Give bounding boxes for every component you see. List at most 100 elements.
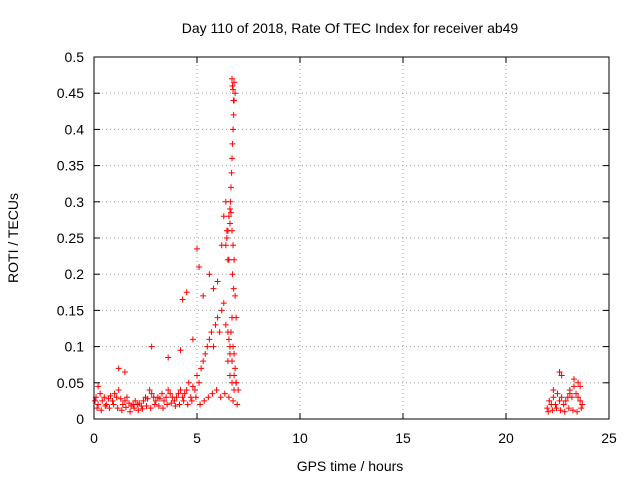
data-point [184,401,191,408]
data-point [189,383,196,390]
axis-ticks: 0 5 10 15 20 25 0 0.05 0.1 0.15 0.2 0.25 0.3 0.35 0.4 0… [57,49,617,446]
data-point [208,329,215,336]
data-point [161,397,168,404]
data-point [164,401,171,408]
data-point [230,126,237,133]
data-point [197,401,204,408]
data-point [132,397,139,404]
data-point [227,329,234,336]
data-point [549,407,556,414]
data-point [227,209,234,216]
data-point [180,397,187,404]
data-point [566,390,573,397]
data-point [158,390,165,397]
data-point [231,256,238,263]
data-point [121,397,128,404]
data-point [561,408,568,415]
data-point [210,343,217,350]
data-point [229,155,236,162]
data-point [110,401,117,408]
data-point [230,97,237,104]
data-point [222,242,229,249]
data-point [214,278,221,285]
y-tick-label: 0.35 [57,158,84,174]
data-point [115,387,122,394]
data-point [187,394,194,401]
data-point [568,394,575,401]
data-point [109,397,116,404]
data-point [577,397,584,404]
data-point [206,271,213,278]
data-point [550,387,557,394]
data-point [148,343,155,350]
data-point [163,394,170,401]
data-point [217,394,224,401]
data-point [230,86,237,93]
y-tick-label: 0.4 [65,121,85,137]
x-axis-title: GPS time / hours [297,458,404,474]
data-point [230,242,237,249]
data-point [194,372,200,379]
data-point [115,365,122,372]
y-tick-label: 0.15 [57,302,84,318]
data-point [577,383,584,390]
data-point [183,289,190,296]
data-point [558,372,565,379]
data-point [234,401,241,408]
data-point [177,347,184,354]
data-point [196,263,203,270]
data-point [200,358,207,365]
data-point [94,405,101,412]
y-axis-title: ROTI / TECUs [5,193,21,283]
data-point [160,405,167,412]
data-point [107,392,114,399]
data-point [155,402,162,409]
data-point [114,405,121,412]
data-point [173,394,180,401]
data-point [569,407,576,414]
data-point [232,292,239,299]
data-point [127,408,134,415]
y-tick-label: 0.05 [57,375,84,391]
data-point [98,407,105,414]
data-point [230,285,237,292]
data-point [122,404,129,411]
y-tick-label: 0 [76,411,84,427]
data-point [106,405,113,412]
data-point [119,401,126,408]
data-points [92,75,586,415]
data-point [194,245,200,252]
data-point [209,390,216,397]
data-point [553,405,560,412]
data-point [214,314,221,321]
x-tick-label: 10 [292,430,308,446]
data-point [573,390,580,397]
data-point [205,394,212,401]
data-point [229,271,236,278]
data-point [575,394,582,401]
data-point [118,407,125,414]
data-point [175,390,182,397]
data-point [95,401,102,408]
data-point [552,401,559,408]
data-point [556,397,563,404]
data-point [196,379,203,386]
data-point [140,397,147,404]
data-point [220,213,227,220]
x-tick-label: 5 [193,430,201,446]
data-point [224,358,231,365]
data-point [99,397,106,404]
data-point [151,401,158,408]
data-point [226,220,233,227]
data-point [156,395,163,402]
y-tick-label: 0.5 [65,49,85,65]
data-point [545,408,552,415]
data-point [201,397,208,404]
data-point [146,387,153,394]
data-point [556,368,563,375]
y-tick-label: 0.3 [65,194,85,210]
data-point [172,402,179,409]
data-point [111,390,118,397]
data-point [92,397,99,404]
